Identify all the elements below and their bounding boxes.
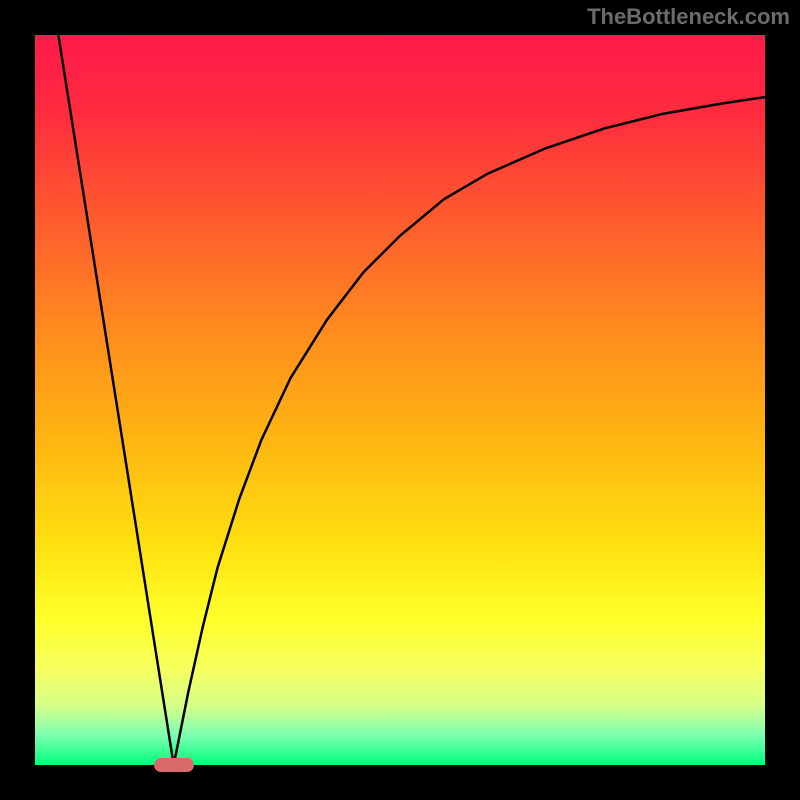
plot-area (35, 35, 765, 765)
watermark-text: TheBottleneck.com (587, 4, 790, 30)
bottleneck-curve (35, 35, 765, 765)
chart-container: TheBottleneck.com (0, 0, 800, 800)
optimum-marker (154, 758, 194, 772)
curve-path (58, 35, 765, 765)
